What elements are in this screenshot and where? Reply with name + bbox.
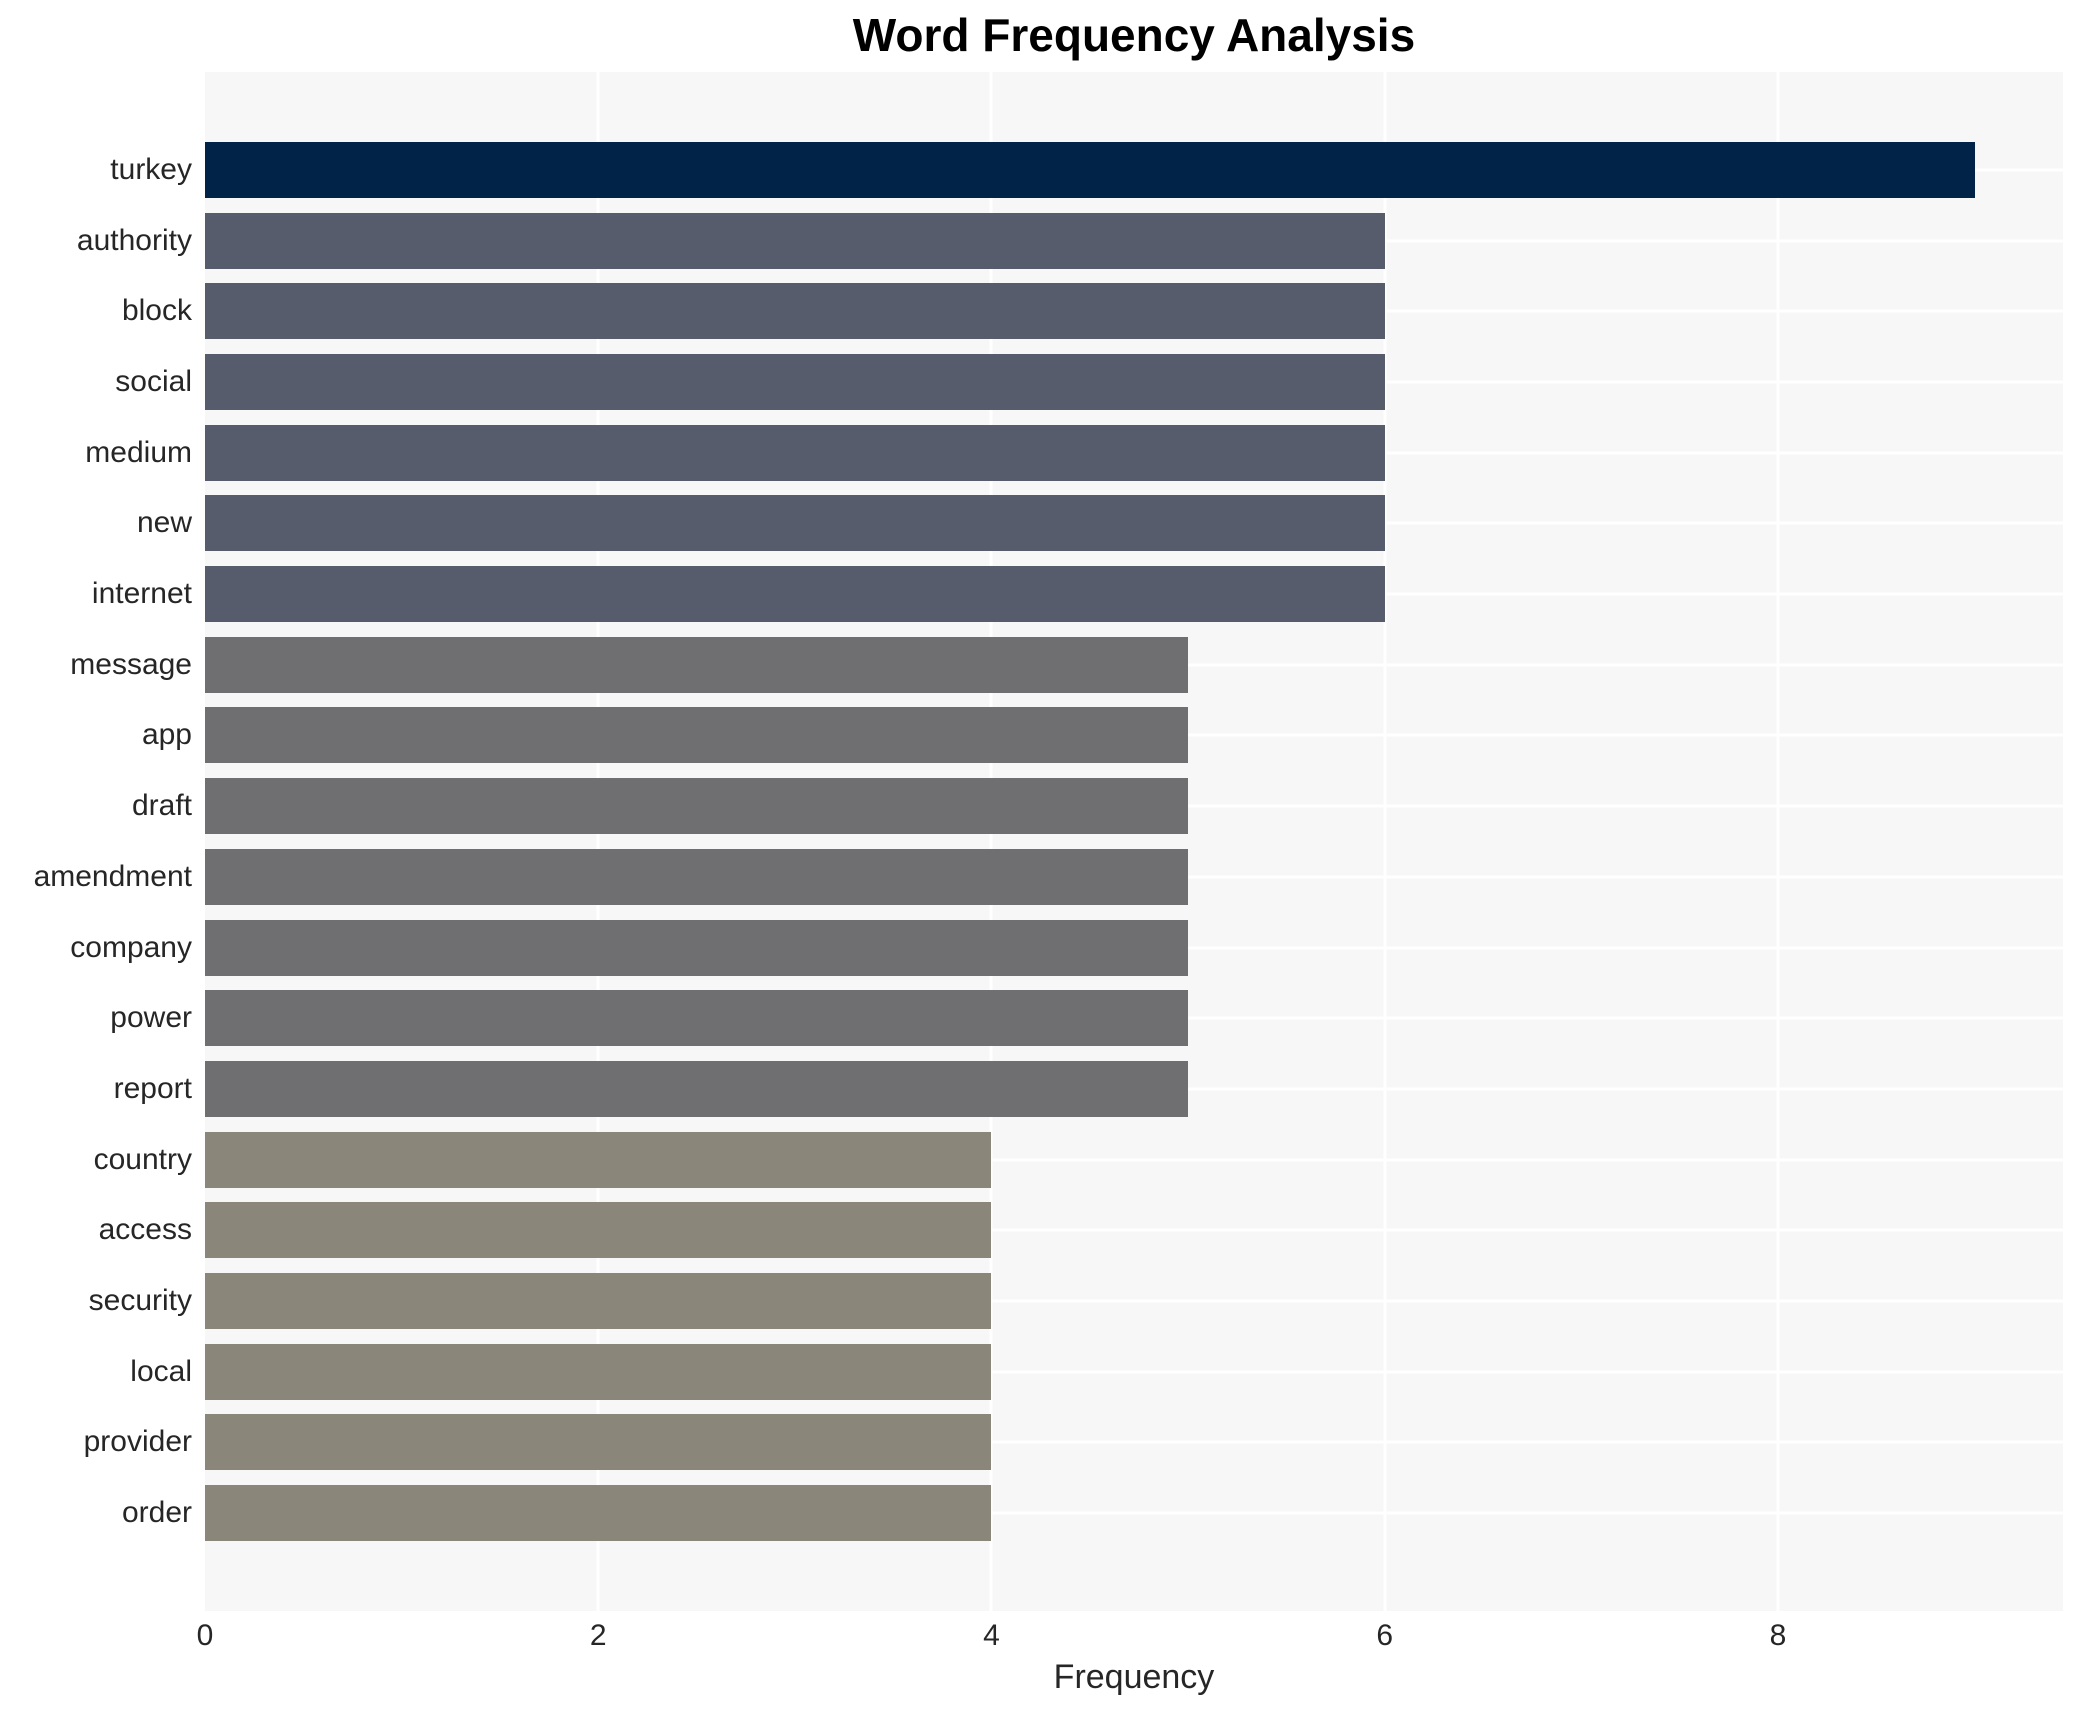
frequency-bar [205,141,1975,198]
x-tick-label: 6 [1376,1619,1394,1652]
frequency-bar [205,1131,992,1188]
y-axis-label: provider [83,1425,192,1459]
frequency-bar [205,283,1385,340]
frequency-bar [205,1060,1189,1117]
bar-row [205,205,2063,276]
bar-row [205,347,2063,418]
bar-row [205,488,2063,559]
frequency-bar [205,1414,992,1471]
y-axis-label: country [93,1142,192,1176]
frequency-bar [205,1485,992,1542]
y-axis-label: medium [85,435,192,469]
y-axis-label: report [113,1071,192,1105]
bar-row [205,842,2063,913]
bar-row [205,1054,2063,1125]
bar-row [205,1266,2063,1337]
frequency-bar [205,848,1189,905]
horizontal-gridline [205,1511,2063,1515]
bar-row [205,276,2063,347]
bar-row [205,135,2063,206]
bar-row [205,1336,2063,1407]
bar-row [205,1124,2063,1195]
horizontal-gridline [205,1158,2063,1162]
y-axis-label: power [110,1001,192,1035]
y-axis-label: local [130,1354,192,1388]
bar-row [205,771,2063,842]
bar-row [205,629,2063,700]
y-axis-label: access [98,1213,192,1247]
bar-row [205,1407,2063,1478]
bar-row [205,1478,2063,1549]
frequency-bar [205,566,1385,623]
y-axis-label: block [121,294,192,328]
chart-title: Word Frequency Analysis [852,9,1416,61]
frequency-bar [205,495,1385,552]
y-axis-label: authority [76,223,192,257]
y-axis-label: draft [131,789,192,823]
y-axis-label: security [88,1283,192,1317]
x-tick-label: 4 [983,1619,1000,1652]
vertical-gridline [596,72,600,1611]
gridline-layer [205,72,2063,1611]
y-axis-label: new [136,506,192,540]
x-tick-label: 0 [196,1619,214,1652]
bar-row [205,700,2063,771]
frequency-bar [205,1343,992,1400]
x-tick-label: 8 [1769,1619,1787,1652]
frequency-bar [205,424,1385,481]
bar-row [205,417,2063,488]
frequency-bar [205,1202,992,1259]
horizontal-gridline [205,1299,2063,1303]
y-axis-label: amendment [33,859,192,893]
vertical-gridline [1776,72,1780,1611]
bar-row [205,912,2063,983]
y-axis-labels: turkey authority block social medium new inter… [0,72,192,1611]
vertical-gridline [1383,72,1387,1611]
x-axis-title: Frequency [1053,1658,1215,1696]
x-tick-label: 2 [589,1619,607,1652]
bar-row [205,1195,2063,1266]
y-axis-label: company [70,930,192,964]
frequency-bar [205,778,1189,835]
horizontal-gridline [205,1440,2063,1444]
y-axis-label: message [70,647,192,681]
y-axis-label: social [115,365,192,399]
bar-row [205,983,2063,1054]
y-axis-label: order [121,1496,192,1530]
bar-row [205,559,2063,630]
frequency-bar [205,1272,992,1329]
bar-rows [205,72,2063,1611]
y-axis-label: internet [91,577,192,611]
y-axis-label: turkey [110,152,192,186]
horizontal-gridline [205,1228,2063,1232]
x-axis-ticks: 0 2 4 6 8 [197,1619,2063,1661]
frequency-bar [205,212,1385,269]
horizontal-gridline [205,1370,2063,1374]
y-axis-label: app [141,718,192,752]
frequency-bar [205,990,1189,1047]
frequency-bar [205,919,1189,976]
vertical-gridline [989,72,993,1611]
frequency-bar [205,354,1385,411]
frequency-bar [205,707,1189,764]
frequency-bar [205,636,1189,693]
plot-area [205,72,2063,1611]
